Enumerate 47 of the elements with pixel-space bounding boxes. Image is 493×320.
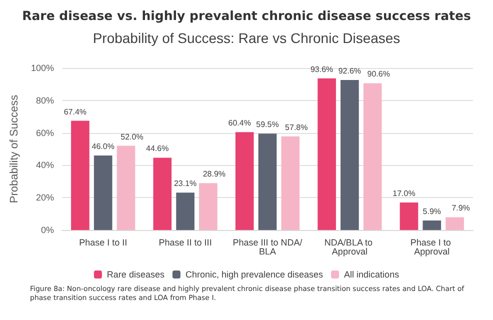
bar xyxy=(153,158,172,230)
bar xyxy=(363,83,382,230)
bar xyxy=(94,155,112,230)
data-label: 46.0% xyxy=(92,142,114,151)
data-label: 5.9% xyxy=(422,206,442,216)
y-tick-label: 60% xyxy=(36,128,54,138)
y-axis-title: Probability of Success xyxy=(8,94,21,204)
data-label: 17.0% xyxy=(392,188,416,198)
data-label: 28.9% xyxy=(202,170,226,179)
data-label: 67.4% xyxy=(64,107,87,116)
y-tick-label: 100% xyxy=(30,63,54,73)
data-label: 57.8% xyxy=(285,122,308,132)
bar xyxy=(400,202,418,230)
data-label: 23.1% xyxy=(174,179,197,188)
bar xyxy=(71,120,90,230)
x-tick-label: Phase I to II xyxy=(79,238,128,248)
legend-label: All indications xyxy=(344,270,400,280)
chart-subtitle: Probability of Success: Rare vs Chronic Diseases xyxy=(92,30,400,46)
bar xyxy=(199,183,218,230)
y-tick-label: 80% xyxy=(36,95,54,106)
y-tick-label: 20% xyxy=(36,192,54,203)
bar xyxy=(258,134,277,230)
bar xyxy=(422,220,442,230)
data-label: 44.6% xyxy=(146,144,169,154)
bar xyxy=(235,132,254,230)
data-label: 52.0% xyxy=(120,132,144,142)
x-tick-label: Phase II to III xyxy=(158,238,212,248)
data-label: 7.9% xyxy=(452,204,470,213)
legend-label: Chronic, high prevalence diseases xyxy=(185,270,324,280)
data-label: 90.6% xyxy=(367,70,390,79)
data-label: 93.6% xyxy=(310,64,334,74)
bar xyxy=(340,80,359,230)
bar xyxy=(116,146,136,230)
x-tick-label: Phase III to NDA/BLA xyxy=(232,238,303,256)
data-label: 59.5% xyxy=(256,120,279,130)
bar xyxy=(176,192,194,230)
bar xyxy=(281,136,300,230)
legend-label: Rare diseases xyxy=(106,270,165,280)
bar xyxy=(318,78,336,230)
data-label: 92.6% xyxy=(338,66,362,76)
y-tick-label: 0% xyxy=(40,225,54,235)
y-tick-label: 40% xyxy=(36,160,54,170)
chart-title: Rare disease vs. highly prevalent chronic disease success rates xyxy=(21,8,472,23)
x-tick-label: NDA/BLA to Approval xyxy=(324,238,375,256)
data-label: 60.4% xyxy=(228,118,251,128)
bar xyxy=(446,217,464,230)
x-tick-label: Phase I to Approval xyxy=(410,238,454,256)
